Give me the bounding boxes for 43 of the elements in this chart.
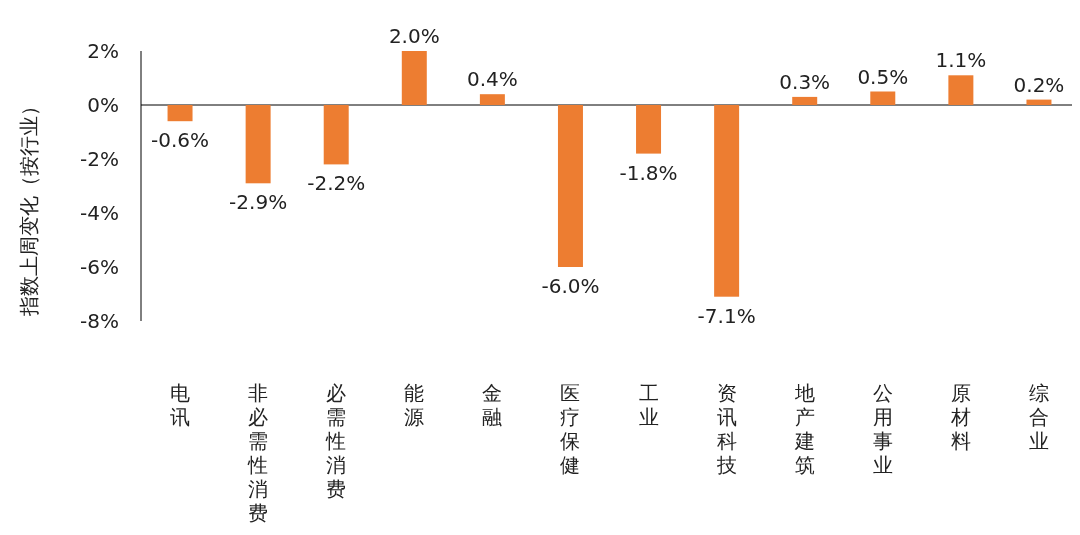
bar (323, 105, 349, 165)
data-label: -6.0% (541, 274, 600, 298)
y-tick-label: -8% (80, 308, 119, 333)
x-tick-label: 地产建筑 (793, 381, 815, 477)
y-axis-title: 指数上周变化（按行业） (17, 96, 41, 317)
x-tick-label: 金融 (482, 381, 503, 429)
data-label: 0.4% (466, 67, 518, 92)
x-tick-label: 工业 (638, 381, 659, 429)
bar (245, 105, 271, 184)
data-label: -2.2% (307, 171, 366, 196)
data-label: 0.3% (779, 69, 831, 94)
data-label: -1.8% (619, 160, 678, 185)
bar (948, 75, 974, 105)
y-tick-label: 0% (87, 92, 119, 117)
data-label: -2.9% (229, 190, 288, 215)
bar (167, 105, 193, 122)
data-label: 2.0% (388, 24, 440, 48)
x-tick-label: 电讯 (170, 381, 191, 429)
data-label: -0.6% (151, 128, 210, 153)
x-tick-label: 资讯科技 (715, 381, 737, 477)
y-tick-label: -6% (80, 254, 119, 279)
data-label: 1.1% (935, 48, 987, 73)
x-tick-label: 医疗保健 (560, 381, 581, 477)
y-tick-label: -4% (80, 200, 119, 225)
bar (479, 94, 505, 105)
x-tick-label: 必需性消费 (325, 381, 347, 501)
bar (714, 105, 740, 297)
bar (1026, 99, 1052, 105)
bar (792, 96, 818, 105)
y-tick-label: 2% (87, 38, 119, 63)
x-tick-label: 非必需性消费 (247, 381, 269, 525)
data-label: -7.1% (697, 303, 756, 328)
data-label: 0.2% (1013, 72, 1065, 97)
bar (636, 105, 662, 154)
y-tick-label: -2% (80, 146, 119, 171)
bar (870, 91, 896, 105)
bar (401, 51, 427, 105)
x-tick-label: 原材料 (949, 381, 971, 453)
x-tick-label: 综合业 (1028, 381, 1049, 453)
x-tick-label: 公用事业 (872, 381, 893, 477)
bar (557, 105, 583, 267)
x-tick-label: 能源 (404, 381, 425, 429)
data-label: 0.5% (857, 64, 909, 89)
